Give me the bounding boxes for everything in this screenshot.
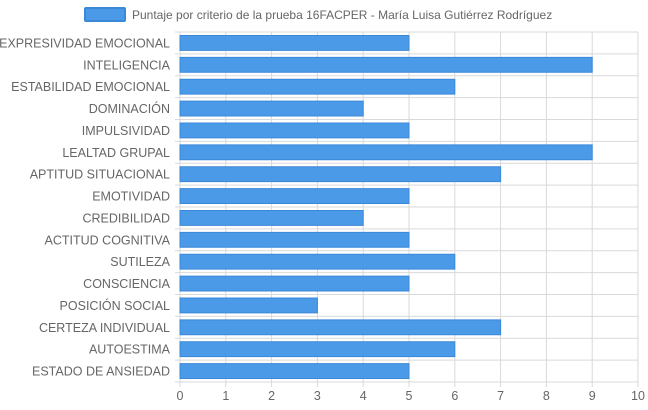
x-tick-label: 8 [543, 389, 550, 403]
x-tick-label: 5 [406, 389, 413, 403]
x-tick-label: 4 [360, 389, 367, 403]
category-label: SUTILEZA [110, 255, 170, 269]
category-label: IMPULSIVIDAD [82, 124, 170, 138]
bar[interactable] [179, 341, 456, 358]
bar[interactable] [179, 122, 410, 139]
x-tick-label: 6 [451, 389, 458, 403]
category-label: ESTADO DE ANSIEDAD [32, 365, 170, 379]
category-label: CREDIBILIDAD [82, 211, 170, 225]
bar[interactable] [179, 253, 456, 270]
category-label: DOMINACIÓN [89, 101, 170, 116]
x-tick-label: 7 [497, 389, 504, 403]
bar[interactable] [179, 144, 593, 161]
category-label: POSICIÓN SOCIAL [60, 298, 170, 313]
bar[interactable] [179, 166, 502, 183]
category-labels: EXPRESIVIDAD EMOCIONAL INTELIGENCIA ESTABI… [0, 36, 171, 378]
bar[interactable] [179, 275, 410, 292]
bar[interactable] [179, 35, 410, 51]
x-tick-label: 3 [314, 389, 321, 403]
category-label: ACTITUD COGNITIVA [45, 233, 171, 247]
bar[interactable] [179, 231, 410, 248]
category-label: CONSCIENCIA [83, 277, 170, 291]
x-tick-label: 2 [268, 389, 275, 403]
x-tick-label: 9 [589, 389, 596, 403]
category-label: ESTABILIDAD EMOCIONAL [11, 80, 170, 94]
category-label: CERTEZA INDIVIDUAL [39, 321, 170, 335]
bar[interactable] [179, 210, 364, 226]
legend-label: Puntaje por criterio de la prueba 16FACP… [132, 8, 552, 22]
x-tick-label: 0 [177, 389, 184, 403]
x-axis-tick-labels: 0 1 2 3 4 5 6 7 8 9 10 [177, 389, 645, 403]
bar[interactable] [179, 297, 318, 314]
category-label: LEALTAD GRUPAL [62, 146, 170, 160]
chart-legend[interactable]: Puntaje por criterio de la prueba 16FACP… [84, 7, 552, 22]
category-label: EXPRESIVIDAD EMOCIONAL [0, 36, 170, 50]
bar[interactable] [179, 78, 456, 95]
category-label: AUTOESTIMA [89, 343, 171, 357]
category-label: INTELIGENCIA [83, 58, 170, 72]
category-label: APTITUD SITUACIONAL [30, 168, 170, 182]
bar[interactable] [179, 363, 410, 379]
legend-swatch [84, 7, 126, 22]
bar[interactable] [179, 56, 593, 73]
category-label: EMOTIVIDAD [92, 190, 170, 204]
bar[interactable] [179, 100, 364, 117]
x-tick-label: 10 [631, 389, 645, 403]
bar[interactable] [179, 188, 410, 204]
bars [179, 35, 593, 379]
x-tick-label: 1 [222, 389, 229, 403]
bar[interactable] [179, 319, 502, 336]
